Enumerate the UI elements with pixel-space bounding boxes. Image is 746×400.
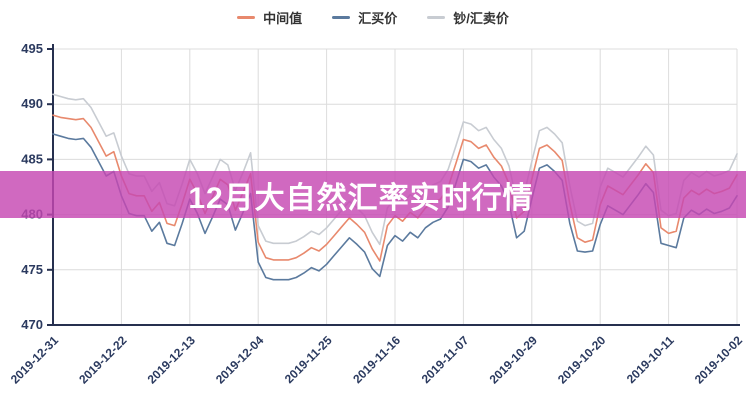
sell-line-icon — [427, 16, 446, 19]
y-tick-label: 490 — [21, 96, 43, 111]
buy-line-icon — [332, 16, 351, 19]
x-tick-label: 2019-12-04 — [213, 333, 267, 387]
x-tick-label: 2019-11-07 — [419, 333, 472, 386]
x-tick-label: 2019-10-29 — [487, 333, 541, 387]
legend-label-sell: 钞/汇卖价 — [453, 11, 509, 26]
mid-line-icon — [237, 16, 256, 19]
x-tick-label: 2019-12-31 — [8, 333, 62, 387]
x-tick-label: 2019-10-02 — [692, 333, 746, 387]
x-tick-label: 2019-12-22 — [76, 333, 130, 387]
x-tick-label: 2019-10-20 — [555, 333, 609, 387]
y-tick-label: 470 — [21, 317, 43, 332]
legend-item-buy[interactable]: 汇买价 — [332, 8, 397, 27]
x-tick-label: 2019-11-16 — [350, 333, 403, 386]
legend-label-mid: 中间值 — [263, 11, 303, 26]
y-tick-label: 475 — [21, 262, 43, 277]
y-tick-label: 495 — [21, 41, 43, 56]
legend-label-buy: 汇买价 — [358, 11, 398, 26]
page-title: 12月大自然汇率实时行情 — [188, 181, 534, 215]
x-tick-label: 2019-12-13 — [145, 333, 199, 387]
title-banner: 12月大自然汇率实时行情 — [0, 171, 746, 218]
chart-legend: 中间值 汇买价 钞/汇卖价 — [0, 8, 746, 27]
x-tick-label: 2019-11-25 — [282, 333, 335, 386]
legend-item-mid[interactable]: 中间值 — [237, 8, 302, 27]
y-tick-label: 485 — [21, 151, 43, 166]
x-tick-label: 2019-10-11 — [624, 333, 677, 386]
legend-item-sell[interactable]: 钞/汇卖价 — [427, 8, 509, 27]
